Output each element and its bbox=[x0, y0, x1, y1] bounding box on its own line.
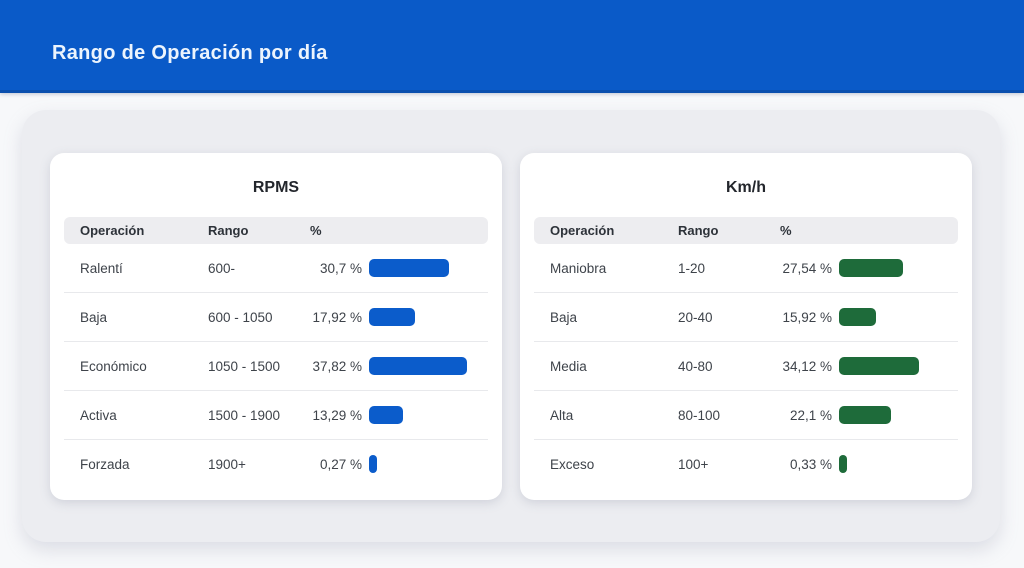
table-row: Baja 600 - 1050 17,92 % bbox=[64, 293, 488, 342]
percent-cell: 15,92 % bbox=[782, 309, 832, 325]
column-header-rango: Rango bbox=[678, 223, 719, 238]
percent-bar bbox=[369, 357, 467, 375]
column-header-operacion: Operación bbox=[550, 223, 615, 238]
range-cell: 100+ bbox=[678, 456, 709, 472]
kmh-table-body: Maniobra 1-20 27,54 % Baja 20-40 15,92 % Media… bbox=[534, 244, 958, 488]
content-panel: RPMS Operación Rango % Ralentí 600- 30,7 %… bbox=[22, 110, 1000, 542]
operation-cell: Activa bbox=[80, 407, 117, 423]
range-cell: 1500 - 1900 bbox=[208, 407, 281, 423]
bar-cell bbox=[832, 406, 942, 424]
kmh-card: Km/h Operación Rango % Maniobra 1-20 27,54… bbox=[520, 153, 972, 500]
table-row: Alta 80-100 22,1 % bbox=[534, 391, 958, 440]
bar-cell bbox=[832, 259, 942, 277]
range-cell: 1900+ bbox=[208, 456, 246, 472]
page-title: Rango de Operación por día bbox=[52, 41, 328, 64]
table-row: Exceso 100+ 0,33 % bbox=[534, 440, 958, 488]
percent-cell: 0,27 % bbox=[319, 456, 362, 472]
bar-cell bbox=[362, 357, 472, 375]
operation-cell: Exceso bbox=[550, 456, 595, 472]
range-cell: 1050 - 1500 bbox=[208, 358, 281, 374]
percent-cell: 22,1 % bbox=[789, 407, 832, 423]
range-cell: 40-80 bbox=[678, 358, 713, 374]
operation-cell: Económico bbox=[80, 358, 147, 374]
range-cell: 600- bbox=[208, 260, 236, 276]
bar-cell bbox=[362, 406, 472, 424]
operation-cell: Forzada bbox=[80, 456, 130, 472]
table-row: Maniobra 1-20 27,54 % bbox=[534, 244, 958, 293]
rpms-table-header: Operación Rango % bbox=[64, 217, 488, 244]
percent-bar bbox=[839, 357, 919, 375]
percent-bar bbox=[369, 455, 377, 473]
percent-bar bbox=[369, 308, 416, 326]
range-cell: 600 - 1050 bbox=[208, 309, 273, 325]
percent-bar bbox=[839, 259, 904, 277]
range-cell: 20-40 bbox=[678, 309, 713, 325]
app-header: Rango de Operación por día bbox=[0, 0, 1024, 93]
percent-cell: 37,82 % bbox=[312, 358, 362, 374]
range-cell: 1-20 bbox=[678, 260, 706, 276]
range-cell: 80-100 bbox=[678, 407, 721, 423]
rpms-table-body: Ralentí 600- 30,7 % Baja 600 - 1050 17,92 % Ec… bbox=[64, 244, 488, 488]
rpms-card: RPMS Operación Rango % Ralentí 600- 30,7 %… bbox=[50, 153, 502, 500]
table-row: Ralentí 600- 30,7 % bbox=[64, 244, 488, 293]
operation-cell: Baja bbox=[550, 309, 578, 325]
bar-cell bbox=[362, 308, 472, 326]
table-row: Activa 1500 - 1900 13,29 % bbox=[64, 391, 488, 440]
percent-cell: 30,7 % bbox=[319, 260, 362, 276]
percent-bar bbox=[369, 406, 404, 424]
table-row: Baja 20-40 15,92 % bbox=[534, 293, 958, 342]
column-header-operacion: Operación bbox=[80, 223, 145, 238]
column-header-rango: Rango bbox=[208, 223, 249, 238]
operation-cell: Media bbox=[550, 358, 587, 374]
kmh-card-title: Km/h bbox=[726, 179, 766, 196]
percent-bar bbox=[369, 259, 449, 277]
table-row: Económico 1050 - 1500 37,82 % bbox=[64, 342, 488, 391]
column-header-percent: % bbox=[780, 223, 792, 238]
rpms-card-title: RPMS bbox=[252, 179, 300, 196]
kmh-table-header: Operación Rango % bbox=[534, 217, 958, 244]
percent-cell: 17,92 % bbox=[312, 309, 362, 325]
bar-cell bbox=[362, 455, 472, 473]
percent-cell: 13,29 % bbox=[312, 407, 362, 423]
percent-cell: 34,12 % bbox=[782, 358, 832, 374]
operation-cell: Maniobra bbox=[550, 260, 607, 276]
bar-cell bbox=[832, 455, 942, 473]
table-row: Forzada 1900+ 0,27 % bbox=[64, 440, 488, 488]
operation-cell: Alta bbox=[550, 407, 574, 423]
percent-bar bbox=[839, 455, 847, 473]
column-header-percent: % bbox=[310, 223, 322, 238]
bar-cell bbox=[832, 357, 942, 375]
bar-cell bbox=[362, 259, 472, 277]
percent-bar bbox=[839, 308, 877, 326]
operation-cell: Baja bbox=[80, 309, 108, 325]
percent-bar bbox=[839, 406, 891, 424]
percent-cell: 0,33 % bbox=[789, 456, 832, 472]
bar-cell bbox=[832, 308, 942, 326]
operation-cell: Ralentí bbox=[80, 260, 123, 276]
table-row: Media 40-80 34,12 % bbox=[534, 342, 958, 391]
percent-cell: 27,54 % bbox=[782, 260, 832, 276]
